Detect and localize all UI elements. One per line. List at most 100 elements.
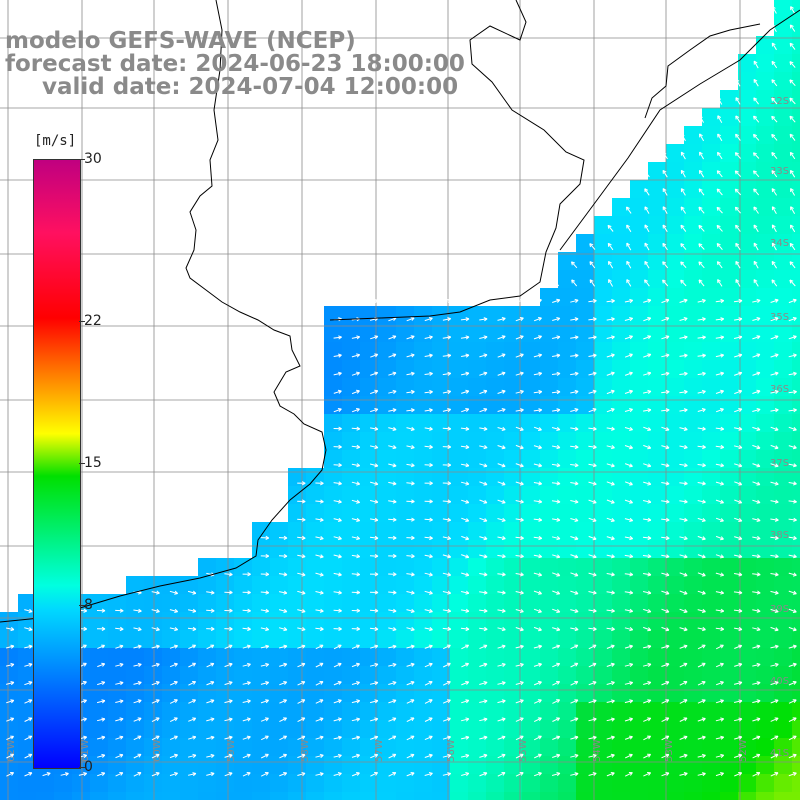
wind-arrow: [570, 753, 579, 758]
field-cell: [378, 612, 397, 631]
field-cell: [774, 216, 793, 235]
wind-arrow: [370, 717, 379, 722]
wind-arrow: [752, 699, 761, 704]
wind-arrow: [115, 772, 124, 777]
field-cell: [360, 576, 379, 595]
wind-arrow: [753, 78, 759, 87]
field-cell: [576, 558, 595, 577]
field-cell: [432, 432, 451, 451]
field-cell: [432, 774, 451, 793]
wind-arrow: [788, 335, 797, 340]
wind-arrow: [770, 389, 779, 394]
field-cell: [360, 450, 379, 469]
field-cell: [0, 738, 19, 757]
field-cell: [252, 594, 271, 613]
field-cell: [594, 396, 613, 415]
field-cell: [216, 756, 235, 775]
wind-arrow: [5, 662, 15, 667]
wind-arrow: [388, 572, 397, 577]
wind-arrow: [606, 353, 615, 358]
wind-arrow: [788, 481, 797, 486]
field-cell: [594, 702, 613, 721]
field-cell: [144, 612, 163, 631]
wind-arrow: [679, 389, 688, 395]
field-cell: [306, 558, 325, 577]
wind-arrow: [624, 753, 633, 759]
wind-arrow: [733, 681, 743, 686]
wind-arrow: [370, 408, 379, 413]
field-cell: [486, 360, 505, 379]
field-cell: [270, 702, 289, 721]
field-cell: [720, 144, 739, 163]
wind-arrow: [661, 408, 670, 413]
wind-arrow: [570, 463, 579, 468]
wind-arrow: [717, 97, 723, 105]
field-cell: [630, 756, 649, 775]
field-cell: [756, 648, 775, 667]
wind-arrow: [515, 590, 524, 595]
field-cell: [144, 720, 163, 739]
wind-arrow: [278, 517, 288, 522]
field-cell: [774, 144, 793, 163]
field-cell: [774, 198, 793, 217]
wind-arrow: [715, 608, 725, 613]
wind-arrow: [715, 590, 725, 595]
field-cell: [684, 180, 703, 199]
wind-arrow: [624, 499, 633, 504]
wind-arrow: [406, 408, 415, 413]
field-cell: [90, 702, 109, 721]
wind-arrow: [680, 133, 686, 142]
wind-arrow: [406, 353, 415, 358]
wind-arrow: [771, 152, 778, 160]
field-cell: [720, 684, 739, 703]
field-cell: [684, 792, 703, 800]
wind-arrow: [297, 699, 306, 704]
field-cell: [756, 324, 775, 343]
wind-arrow: [588, 681, 597, 686]
wind-arrow: [297, 554, 306, 559]
field-cell: [720, 126, 739, 145]
wind-arrow: [771, 206, 777, 214]
field-cell: [126, 576, 145, 595]
field-cell: [504, 504, 523, 523]
field-cell: [558, 270, 577, 289]
wind-arrow: [406, 298, 415, 304]
field-cell: [576, 504, 595, 523]
field-cell: [324, 324, 343, 343]
field-cell: [486, 612, 505, 631]
wind-arrow: [788, 735, 797, 741]
field-cell: [270, 522, 289, 541]
field-cell: [648, 396, 667, 415]
wind-arrow: [460, 371, 470, 376]
field-cell: [360, 756, 379, 775]
wind-arrow: [624, 627, 634, 632]
wind-arrow: [442, 608, 452, 613]
wind-arrow: [278, 572, 288, 577]
field-cell: [450, 414, 469, 433]
wind-arrow: [351, 772, 360, 777]
field-cell: [522, 306, 541, 325]
field-cell: [306, 630, 325, 649]
field-cell: [684, 504, 703, 523]
field-cell: [324, 396, 343, 415]
field-cell: [252, 558, 271, 577]
wind-arrow: [315, 717, 324, 722]
field-cell: [774, 684, 793, 703]
field-cell: [414, 756, 433, 775]
wind-arrow: [369, 463, 379, 468]
wind-arrow: [753, 206, 759, 214]
field-cell: [720, 756, 739, 775]
field-cell: [270, 774, 289, 793]
wind-arrow: [388, 535, 397, 540]
field-cell: [684, 252, 703, 271]
field-cell: [630, 234, 649, 253]
field-cell: [396, 522, 415, 541]
wind-arrow: [169, 590, 179, 595]
wind-arrow: [753, 224, 759, 233]
colorbar-tick-mark: [79, 604, 85, 606]
field-cell: [414, 432, 433, 451]
field-cell: [180, 648, 199, 667]
field-cell: [378, 774, 397, 793]
field-cell: [324, 612, 343, 631]
wind-arrow: [460, 444, 470, 450]
